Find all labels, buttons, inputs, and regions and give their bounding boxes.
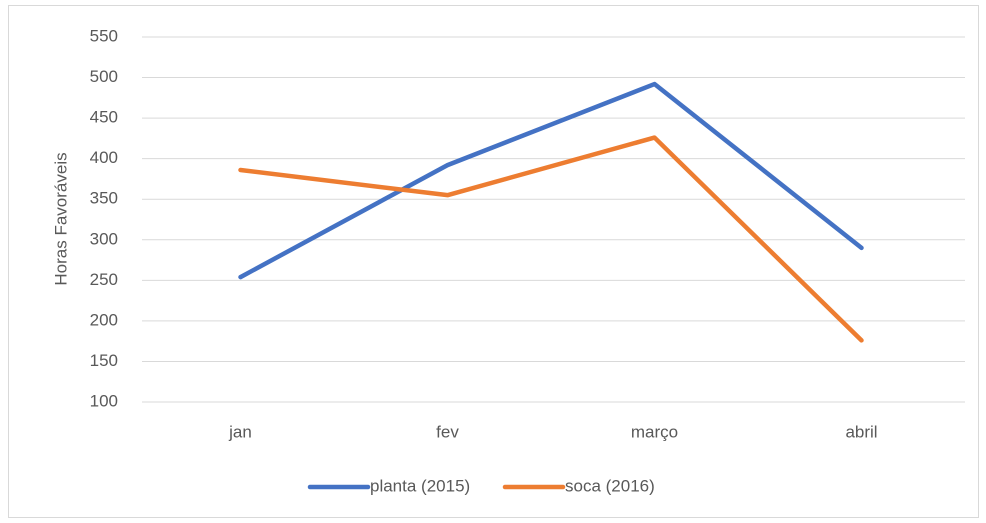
x-tick-label: fev bbox=[436, 422, 459, 441]
y-tick-label: 550 bbox=[90, 26, 118, 45]
legend-label: planta (2015) bbox=[370, 476, 470, 495]
y-tick-label: 500 bbox=[90, 67, 118, 86]
y-tick-label: 100 bbox=[90, 391, 118, 410]
y-tick-label: 400 bbox=[90, 148, 118, 167]
x-tick-label: jan bbox=[228, 422, 252, 441]
y-tick-label: 250 bbox=[90, 270, 118, 289]
legend-label: soca (2016) bbox=[565, 476, 655, 495]
y-tick-label: 300 bbox=[90, 229, 118, 248]
y-axis-label: Horas Favoráveis bbox=[51, 152, 70, 285]
x-tick-label: abril bbox=[845, 422, 877, 441]
data-line bbox=[238, 81, 864, 280]
y-tick-label: 450 bbox=[90, 108, 118, 127]
x-tick-label: março bbox=[631, 422, 678, 441]
y-tick-label: 200 bbox=[90, 310, 118, 329]
y-tick-label: 150 bbox=[90, 351, 118, 370]
chart-border bbox=[8, 5, 979, 518]
data-line bbox=[238, 135, 864, 343]
y-tick-label: 350 bbox=[90, 189, 118, 208]
